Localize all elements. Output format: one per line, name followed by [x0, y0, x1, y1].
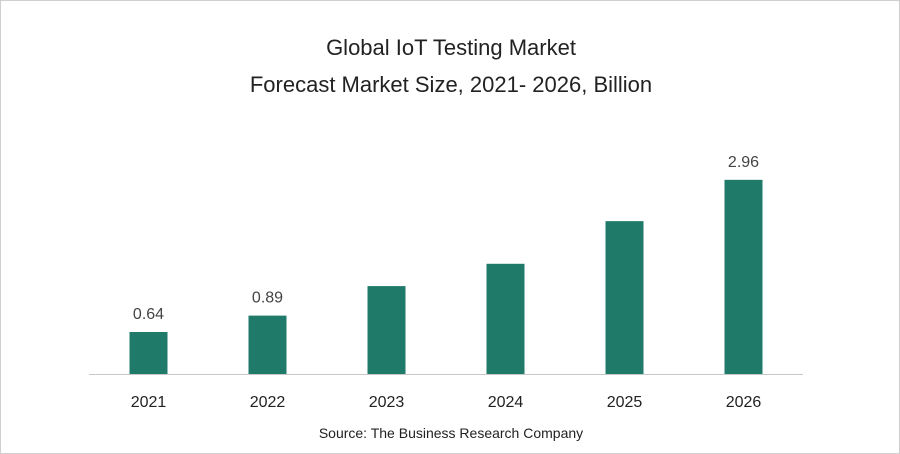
x-tick-2025: 2025 [607, 394, 643, 411]
chart-subtitle: Forecast Market Size, 2021- 2026, Billio… [249, 72, 653, 97]
chart-title: Global IoT Testing Market [326, 35, 576, 60]
bar-2021 [129, 332, 168, 374]
bar-2024 [486, 263, 525, 374]
bar-2025 [605, 221, 644, 374]
x-tick-2022: 2022 [250, 394, 286, 411]
x-tick-2023: 2023 [369, 394, 405, 411]
x-tick-2026: 2026 [726, 394, 762, 411]
source-note: Source: The Business Research Company [318, 425, 584, 441]
x-tick-2024: 2024 [488, 394, 524, 411]
data-label-2021: 0.64 [133, 306, 164, 323]
bar-2023 [367, 286, 406, 374]
data-label-2022: 0.89 [252, 290, 283, 307]
x-tick-2021: 2021 [131, 394, 167, 411]
data-label-2026: 2.96 [728, 154, 759, 171]
bar-2026 [724, 179, 763, 374]
bar-2022 [248, 315, 287, 374]
